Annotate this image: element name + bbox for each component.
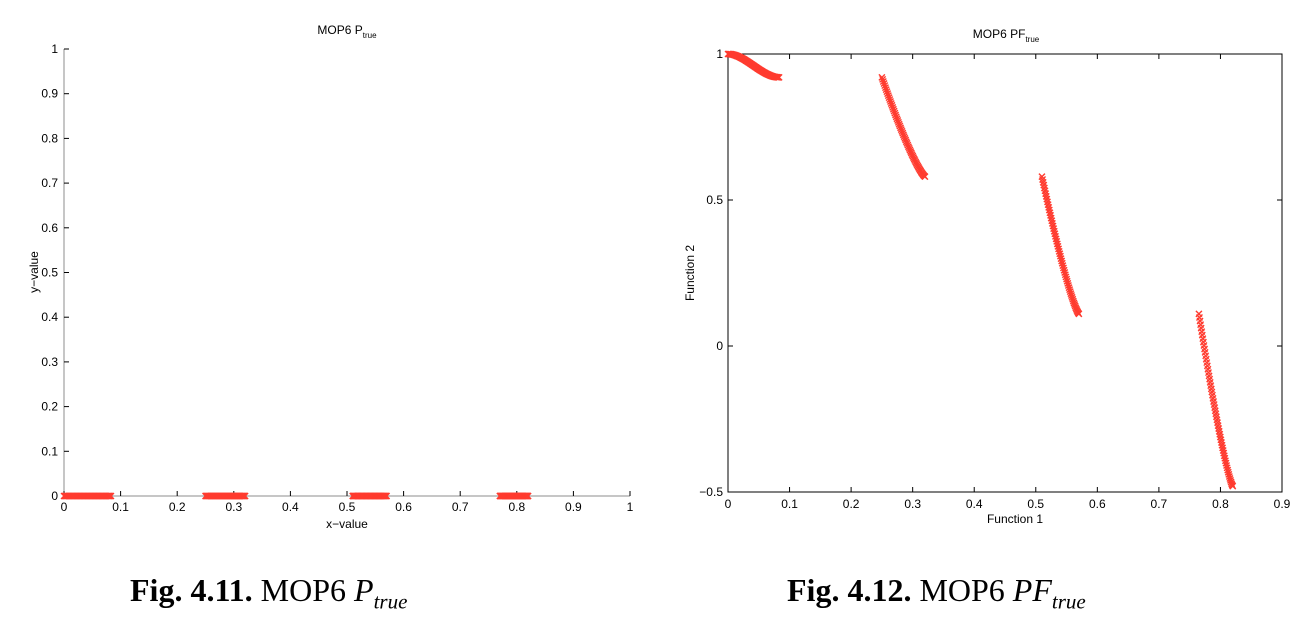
chart-pftrue-plot-box bbox=[727, 53, 1283, 493]
chart-ptrue-xtick-label: 0.4 bbox=[282, 500, 299, 514]
chart-ptrue-title: MOP6 Ptrue bbox=[317, 23, 377, 40]
chart-pftrue-point bbox=[1067, 290, 1075, 298]
chart-pftrue-xtick-label: 0.8 bbox=[1212, 497, 1229, 511]
chart-pftrue-point bbox=[1066, 286, 1074, 294]
chart-pftrue-point bbox=[892, 113, 900, 121]
chart-pftrue-title: MOP6 PFtrue bbox=[973, 27, 1040, 44]
chart-ptrue-point bbox=[524, 492, 532, 500]
chart-pftrue-point bbox=[896, 122, 904, 130]
chart-ptrue-ylabel: y−value bbox=[27, 251, 41, 293]
chart-ptrue-xtick-label: 0.8 bbox=[508, 500, 525, 514]
chart-pftrue-point bbox=[889, 103, 897, 111]
chart-pftrue-xtick-label: 0.6 bbox=[1089, 497, 1106, 511]
chart-pftrue-xtick-label: 0.7 bbox=[1151, 497, 1168, 511]
chart-pftrue-point bbox=[1065, 284, 1073, 292]
chart-pftrue-point bbox=[1064, 282, 1072, 290]
chart-pftrue-point bbox=[895, 120, 903, 128]
chart-pftrue-ylabel: Function 2 bbox=[683, 245, 697, 301]
chart-pftrue-point bbox=[897, 124, 905, 132]
chart-pftrue-xtick-label: 0.5 bbox=[1027, 497, 1044, 511]
caption-fig-4-11: Fig. 4.11. MOP6 Ptrue bbox=[130, 572, 408, 614]
chart-pftrue-point bbox=[890, 107, 898, 115]
chart-ptrue: MOP6 Ptrue 0 0.1 0.2 0.3 0.4 0.5 0.6 0.7 0.8 0.9 1… bbox=[27, 23, 634, 531]
chart-ptrue-ytick-label: 0.4 bbox=[41, 310, 58, 324]
chart-ptrue-ytick-label: 1 bbox=[51, 42, 58, 56]
chart-pftrue-point bbox=[884, 92, 892, 100]
chart-pftrue-point bbox=[887, 99, 895, 107]
chart-ptrue-ytick-label: 0.3 bbox=[41, 355, 58, 369]
chart-pftrue-point bbox=[1075, 310, 1083, 318]
chart-pftrue-ytick-label: 0.5 bbox=[706, 193, 723, 207]
chart-ptrue-point bbox=[383, 492, 391, 500]
chart-ptrue-point bbox=[107, 492, 115, 500]
chart-pftrue-point bbox=[893, 115, 901, 123]
chart-pftrue-point bbox=[1225, 470, 1233, 478]
chart-pftrue-point bbox=[881, 82, 889, 90]
chart-pftrue-point bbox=[888, 101, 896, 109]
chart-ptrue-xtick-label: 0.1 bbox=[112, 500, 129, 514]
chart-pftrue-point bbox=[1229, 482, 1237, 490]
chart-pftrue-xtick-label: 0.9 bbox=[1274, 497, 1291, 511]
chart-pftrue-point bbox=[878, 73, 886, 81]
chart-pftrue-point bbox=[879, 77, 887, 85]
caption-fig-4-12: Fig. 4.12. MOP6 PFtrue bbox=[787, 572, 1086, 614]
chart-pftrue-xlabel: Function 1 bbox=[987, 512, 1043, 526]
chart-ptrue-xtick-label: 0.9 bbox=[565, 500, 582, 514]
chart-pftrue-xtick-label: 0.3 bbox=[904, 497, 921, 511]
chart-pftrue-point bbox=[882, 86, 890, 94]
chart-pftrue-point bbox=[886, 96, 894, 104]
chart-ptrue-xtick-label: 0.7 bbox=[452, 500, 469, 514]
chart-pftrue-point bbox=[880, 80, 888, 88]
chart-ptrue-ytick-label: 0.2 bbox=[41, 400, 58, 414]
chart-pftrue-ytick-label: 1 bbox=[716, 47, 723, 61]
chart-pftrue-point bbox=[1064, 279, 1072, 287]
chart-ptrue-ytick-label: 0.8 bbox=[41, 131, 58, 145]
chart-ptrue-xtick-label: 0.6 bbox=[395, 500, 412, 514]
chart-ptrue-ytick-label: 0.9 bbox=[41, 87, 58, 101]
chart-pftrue: MOP6 PFtrue 0 0.1 0.2 0.3 0.4 0.5 0.6 0.7 0.8 0.9… bbox=[683, 27, 1291, 526]
chart-ptrue-xtick-label: 0 bbox=[61, 500, 68, 514]
chart-pftrue-xtick-label: 0 bbox=[725, 497, 732, 511]
chart-pftrue-xtick-label: 0.1 bbox=[781, 497, 798, 511]
chart-ptrue-ytick-label: 0.6 bbox=[41, 221, 58, 235]
chart-ptrue-xlabel: x−value bbox=[326, 517, 368, 531]
chart-ptrue-xtick-label: 0.2 bbox=[169, 500, 186, 514]
chart-pftrue-point bbox=[892, 111, 900, 119]
chart-pftrue-ytick-label: 0 bbox=[716, 339, 723, 353]
chart-pftrue-point bbox=[879, 75, 887, 83]
chart-ptrue-point bbox=[241, 492, 249, 500]
chart-ptrue-xtick-label: 1 bbox=[627, 500, 634, 514]
chart-ptrue-ytick-label: 0.1 bbox=[41, 444, 58, 458]
chart-pftrue-point bbox=[775, 73, 783, 81]
chart-ptrue-xtick-label: 0.5 bbox=[339, 500, 356, 514]
chart-pftrue-point bbox=[894, 118, 902, 126]
chart-pftrue-xtick-label: 0.4 bbox=[966, 497, 983, 511]
chart-pftrue-point bbox=[921, 173, 929, 181]
chart-pftrue-point bbox=[894, 117, 902, 125]
chart-pftrue-point bbox=[1066, 288, 1074, 296]
chart-pftrue-point bbox=[885, 94, 893, 102]
chart-pftrue-point bbox=[891, 109, 899, 117]
chart-pftrue-point bbox=[884, 90, 892, 98]
chart-pftrue-point bbox=[889, 105, 897, 113]
chart-pftrue-xtick-label: 0.2 bbox=[843, 497, 860, 511]
chart-pftrue-point bbox=[1063, 277, 1071, 285]
chart-ptrue-ytick-label: 0.7 bbox=[41, 176, 58, 190]
chart-pftrue-ytick-label: −0.5 bbox=[699, 485, 723, 499]
chart-pftrue-point bbox=[883, 88, 891, 96]
chart-pftrue-point bbox=[881, 84, 889, 92]
chart-ptrue-ytick-label: 0 bbox=[51, 489, 58, 503]
chart-ptrue-ytick-label: 0.5 bbox=[41, 266, 58, 280]
chart-ptrue-xtick-label: 0.3 bbox=[225, 500, 242, 514]
chart-pftrue-point bbox=[887, 98, 895, 106]
